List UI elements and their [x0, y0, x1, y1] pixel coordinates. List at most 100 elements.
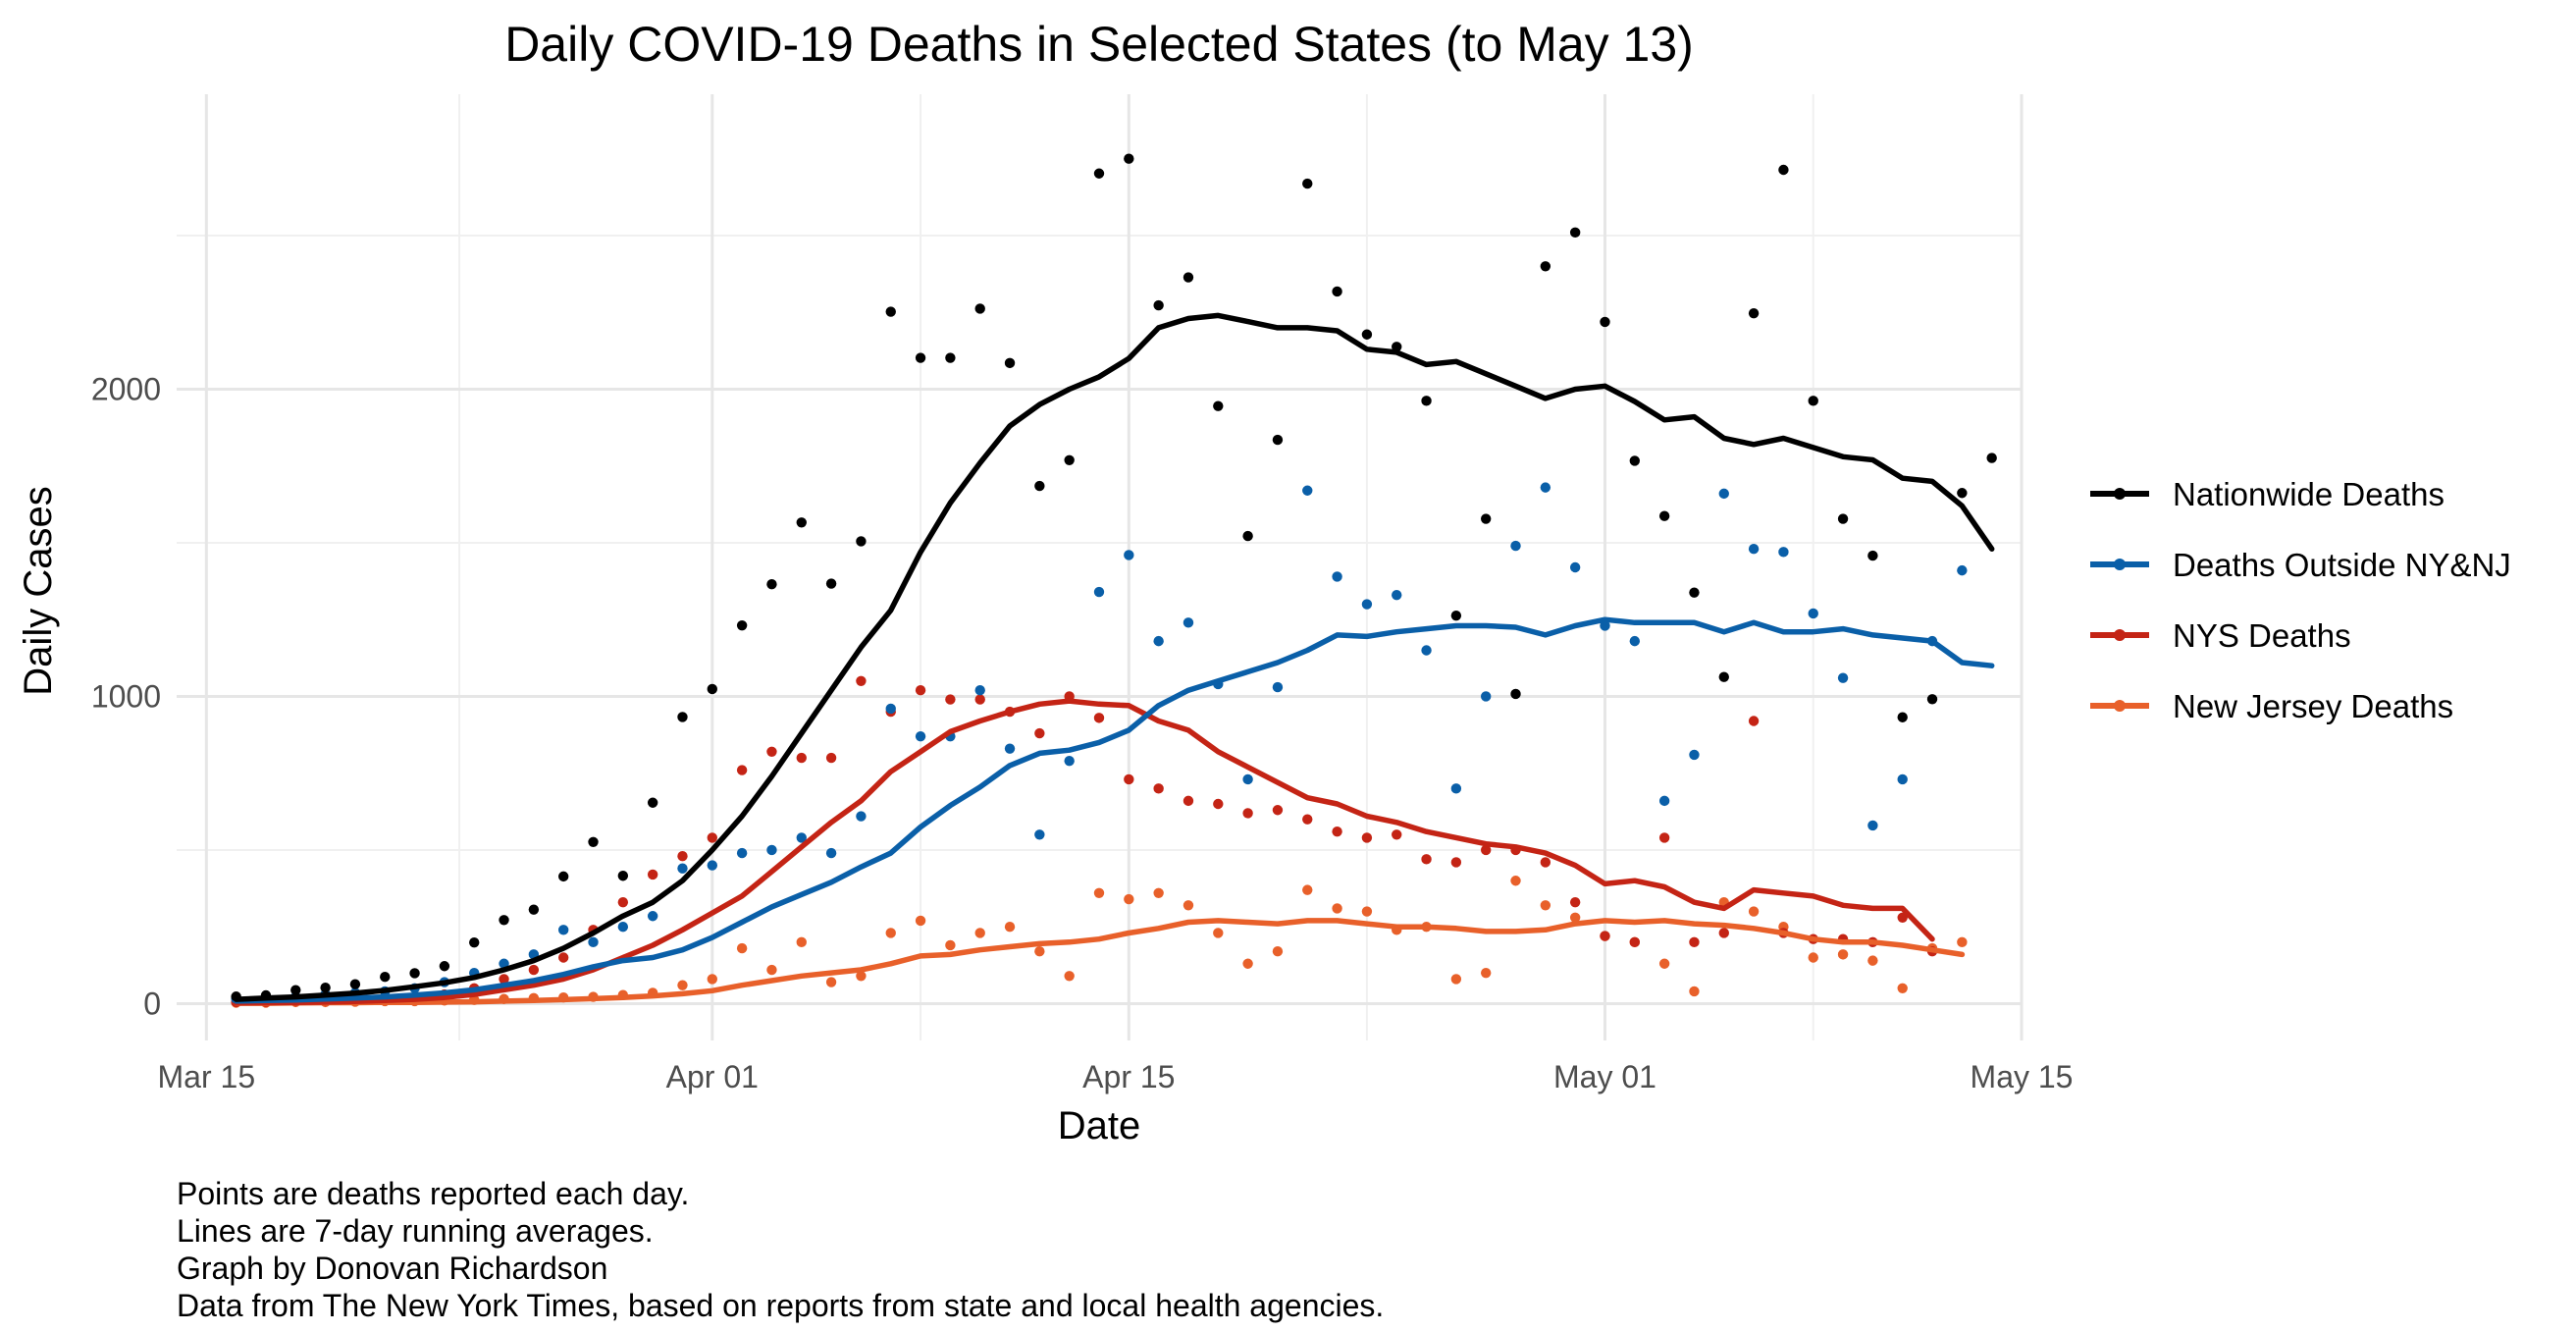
major-gridlines: [177, 94, 2024, 1040]
data-point: [945, 352, 956, 363]
data-point: [1897, 712, 1908, 722]
data-point: [1392, 589, 1402, 601]
data-point: [1778, 547, 1789, 558]
legend-key-point: [2114, 629, 2126, 641]
data-point: [1510, 876, 1521, 886]
data-point: [1093, 168, 1105, 179]
data-point: [1183, 272, 1194, 283]
data-point: [1213, 400, 1224, 411]
data-point: [1689, 936, 1700, 948]
legend-label: Nationwide Deaths: [2173, 476, 2445, 512]
data-point: [736, 847, 748, 859]
data-point: [1153, 783, 1164, 794]
data-point: [1421, 854, 1432, 865]
series-points: [231, 153, 1997, 1008]
data-point: [1569, 912, 1581, 924]
data-point: [1332, 571, 1342, 582]
data-point: [647, 869, 658, 880]
data-point: [796, 832, 807, 843]
data-point: [1658, 795, 1670, 807]
data-point: [945, 694, 956, 705]
data-point: [1034, 480, 1045, 492]
data-point: [1450, 857, 1462, 868]
data-point: [1748, 307, 1760, 319]
data-point: [885, 703, 896, 715]
data-point: [1897, 912, 1908, 924]
data-point: [1600, 620, 1610, 631]
data-point: [1124, 893, 1134, 905]
data-point: [1034, 727, 1045, 739]
data-point: [766, 746, 777, 757]
data-point: [1658, 510, 1670, 521]
data-point: [796, 936, 807, 948]
data-point: [1689, 587, 1700, 598]
data-point: [1480, 844, 1492, 856]
data-point: [1867, 550, 1878, 561]
legend-key-point: [2114, 488, 2126, 500]
data-point: [1540, 482, 1551, 493]
data-point: [1242, 530, 1253, 542]
data-point: [766, 964, 777, 976]
data-point: [1124, 153, 1134, 164]
data-point: [796, 517, 807, 528]
data-point: [1183, 900, 1194, 911]
series-points-group: [231, 675, 1938, 1008]
data-point: [1867, 955, 1878, 966]
data-point: [617, 871, 629, 881]
data-point: [1004, 743, 1016, 754]
y-tick-label: 1000: [91, 678, 161, 714]
data-point: [1450, 974, 1462, 985]
data-point: [856, 675, 867, 687]
data-point: [677, 851, 688, 862]
data-point: [1569, 227, 1581, 239]
data-point: [856, 971, 867, 982]
data-point: [1064, 971, 1075, 982]
data-point: [766, 844, 777, 856]
legend-key-point: [2114, 559, 2126, 570]
data-point: [1658, 958, 1670, 969]
data-point: [915, 915, 926, 927]
data-point: [1748, 906, 1760, 917]
x-tick-labels: Mar 15 Apr 01 Apr 15 May 01 May 15: [158, 1059, 2074, 1094]
caption-line: Graph by Donovan Richardson: [177, 1251, 607, 1286]
data-point: [915, 730, 926, 742]
data-point: [1480, 691, 1492, 702]
data-point: [1748, 544, 1760, 555]
data-point: [1302, 485, 1313, 496]
data-point: [1629, 455, 1641, 466]
data-point: [499, 974, 509, 985]
data-point: [825, 977, 837, 987]
data-point: [557, 952, 569, 963]
data-point: [439, 961, 450, 972]
data-point: [1450, 783, 1462, 794]
data-point: [528, 904, 540, 915]
data-point: [1332, 286, 1342, 297]
data-point: [1421, 645, 1432, 656]
data-point: [856, 811, 867, 822]
data-point: [557, 925, 569, 935]
data-point: [380, 972, 391, 983]
y-tick-labels: 0 1000 2000: [91, 371, 161, 1021]
data-point: [290, 985, 301, 995]
data-point: [1272, 946, 1284, 957]
data-point: [1957, 564, 1968, 576]
series-points-group: [231, 482, 1968, 1004]
data-point: [1986, 453, 1997, 463]
data-point: [974, 928, 985, 938]
data-point: [736, 765, 748, 775]
series-line: [233, 698, 1935, 1006]
data-point: [1510, 540, 1521, 552]
data-point: [1332, 903, 1342, 914]
data-point: [1957, 488, 1968, 499]
data-point: [885, 928, 896, 938]
data-point: [707, 683, 718, 695]
y-tick-label: 2000: [91, 371, 161, 406]
data-point: [1242, 808, 1253, 819]
data-point: [647, 911, 658, 922]
data-point: [1778, 164, 1789, 176]
data-point: [856, 536, 867, 547]
data-point: [1510, 688, 1521, 700]
caption-line: Lines are 7-day running averages.: [177, 1213, 654, 1249]
data-point: [1718, 488, 1729, 500]
data-point: [974, 694, 985, 705]
